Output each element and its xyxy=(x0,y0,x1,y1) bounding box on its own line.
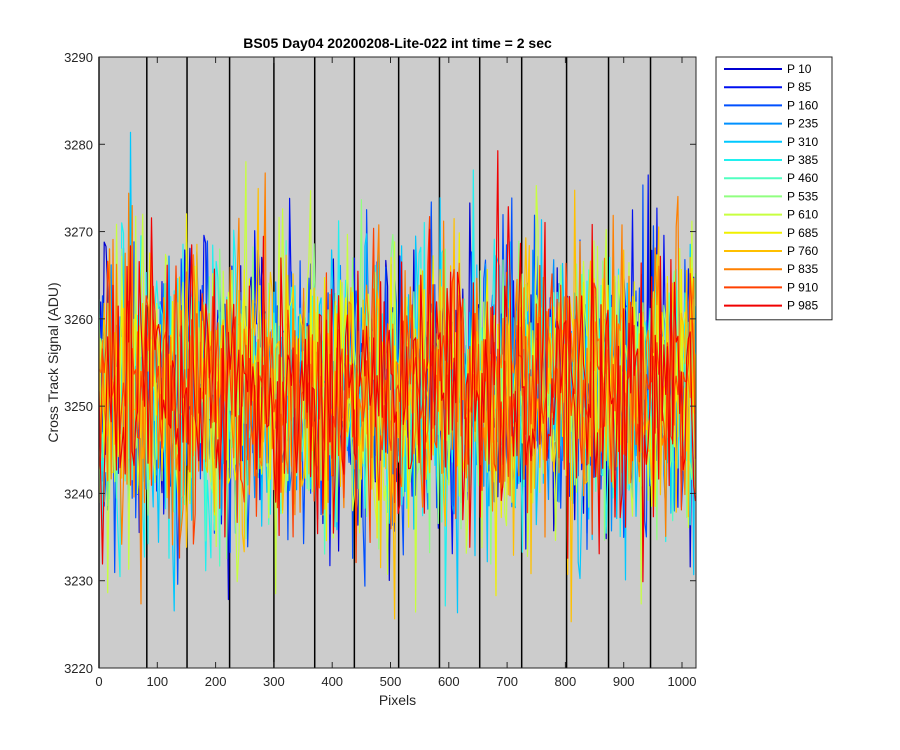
x-tick-label: 500 xyxy=(380,674,402,689)
legend-entry-label: P 10 xyxy=(787,62,812,76)
legend-entry-label: P 835 xyxy=(787,262,818,276)
x-tick-label: 800 xyxy=(555,674,577,689)
legend-entry-label: P 535 xyxy=(787,189,818,203)
legend-entry-label: P 610 xyxy=(787,208,818,222)
legend-entry-label: P 985 xyxy=(787,299,818,313)
y-tick-label: 3220 xyxy=(64,661,93,676)
y-tick-label: 3290 xyxy=(64,50,93,65)
x-tick-label: 200 xyxy=(205,674,227,689)
y-axis-label: Cross Track Signal (ADU) xyxy=(45,282,61,442)
x-axis-label: Pixels xyxy=(379,692,416,708)
x-axis: 0 100 200 300 400 500 600 700 800 900 1000 xyxy=(95,57,696,689)
x-tick-label: 700 xyxy=(496,674,518,689)
series-line-p-910 xyxy=(99,216,696,564)
y-axis: 3220 3230 3240 3250 3260 3270 3280 3290 xyxy=(64,50,696,676)
x-tick-label: 1000 xyxy=(668,674,697,689)
x-tick-label: 400 xyxy=(321,674,343,689)
series-line-p-760 xyxy=(99,187,696,623)
x-tick-label: 300 xyxy=(263,674,285,689)
legend-entry-label: P 85 xyxy=(787,80,812,94)
x-tick-label: 100 xyxy=(146,674,168,689)
y-tick-label: 3260 xyxy=(64,312,93,327)
legend: P 10 P 85 P 160 P 235 P 310 P 385 P 460 P 535 P … xyxy=(715,56,833,321)
y-tick-label: 3240 xyxy=(64,486,93,501)
y-tick-label: 3230 xyxy=(64,574,93,589)
y-tick-label: 3280 xyxy=(64,137,93,152)
legend-entry-label: P 460 xyxy=(787,171,818,185)
legend-entry-label: P 160 xyxy=(787,98,818,112)
x-tick-label: 0 xyxy=(95,674,102,689)
plot-frame xyxy=(98,56,697,669)
legend-entry-label: P 385 xyxy=(787,153,818,167)
series-layer xyxy=(99,131,696,623)
x-tick-label: 600 xyxy=(438,674,460,689)
legend-entry-label: P 760 xyxy=(787,244,818,258)
legend-box xyxy=(715,56,833,321)
x-tick-label: 900 xyxy=(613,674,635,689)
chart-title: BS05 Day04 20200208-Lite-022 int time = … xyxy=(243,35,552,51)
series-line-p-985 xyxy=(99,150,696,583)
legend-entry-label: P 685 xyxy=(787,226,818,240)
legend-entry-label: P 910 xyxy=(787,280,818,294)
y-tick-label: 3250 xyxy=(64,399,93,414)
legend-entry-label: P 235 xyxy=(787,117,818,131)
y-tick-label: 3270 xyxy=(64,225,93,240)
legend-entry-label: P 310 xyxy=(787,135,818,149)
